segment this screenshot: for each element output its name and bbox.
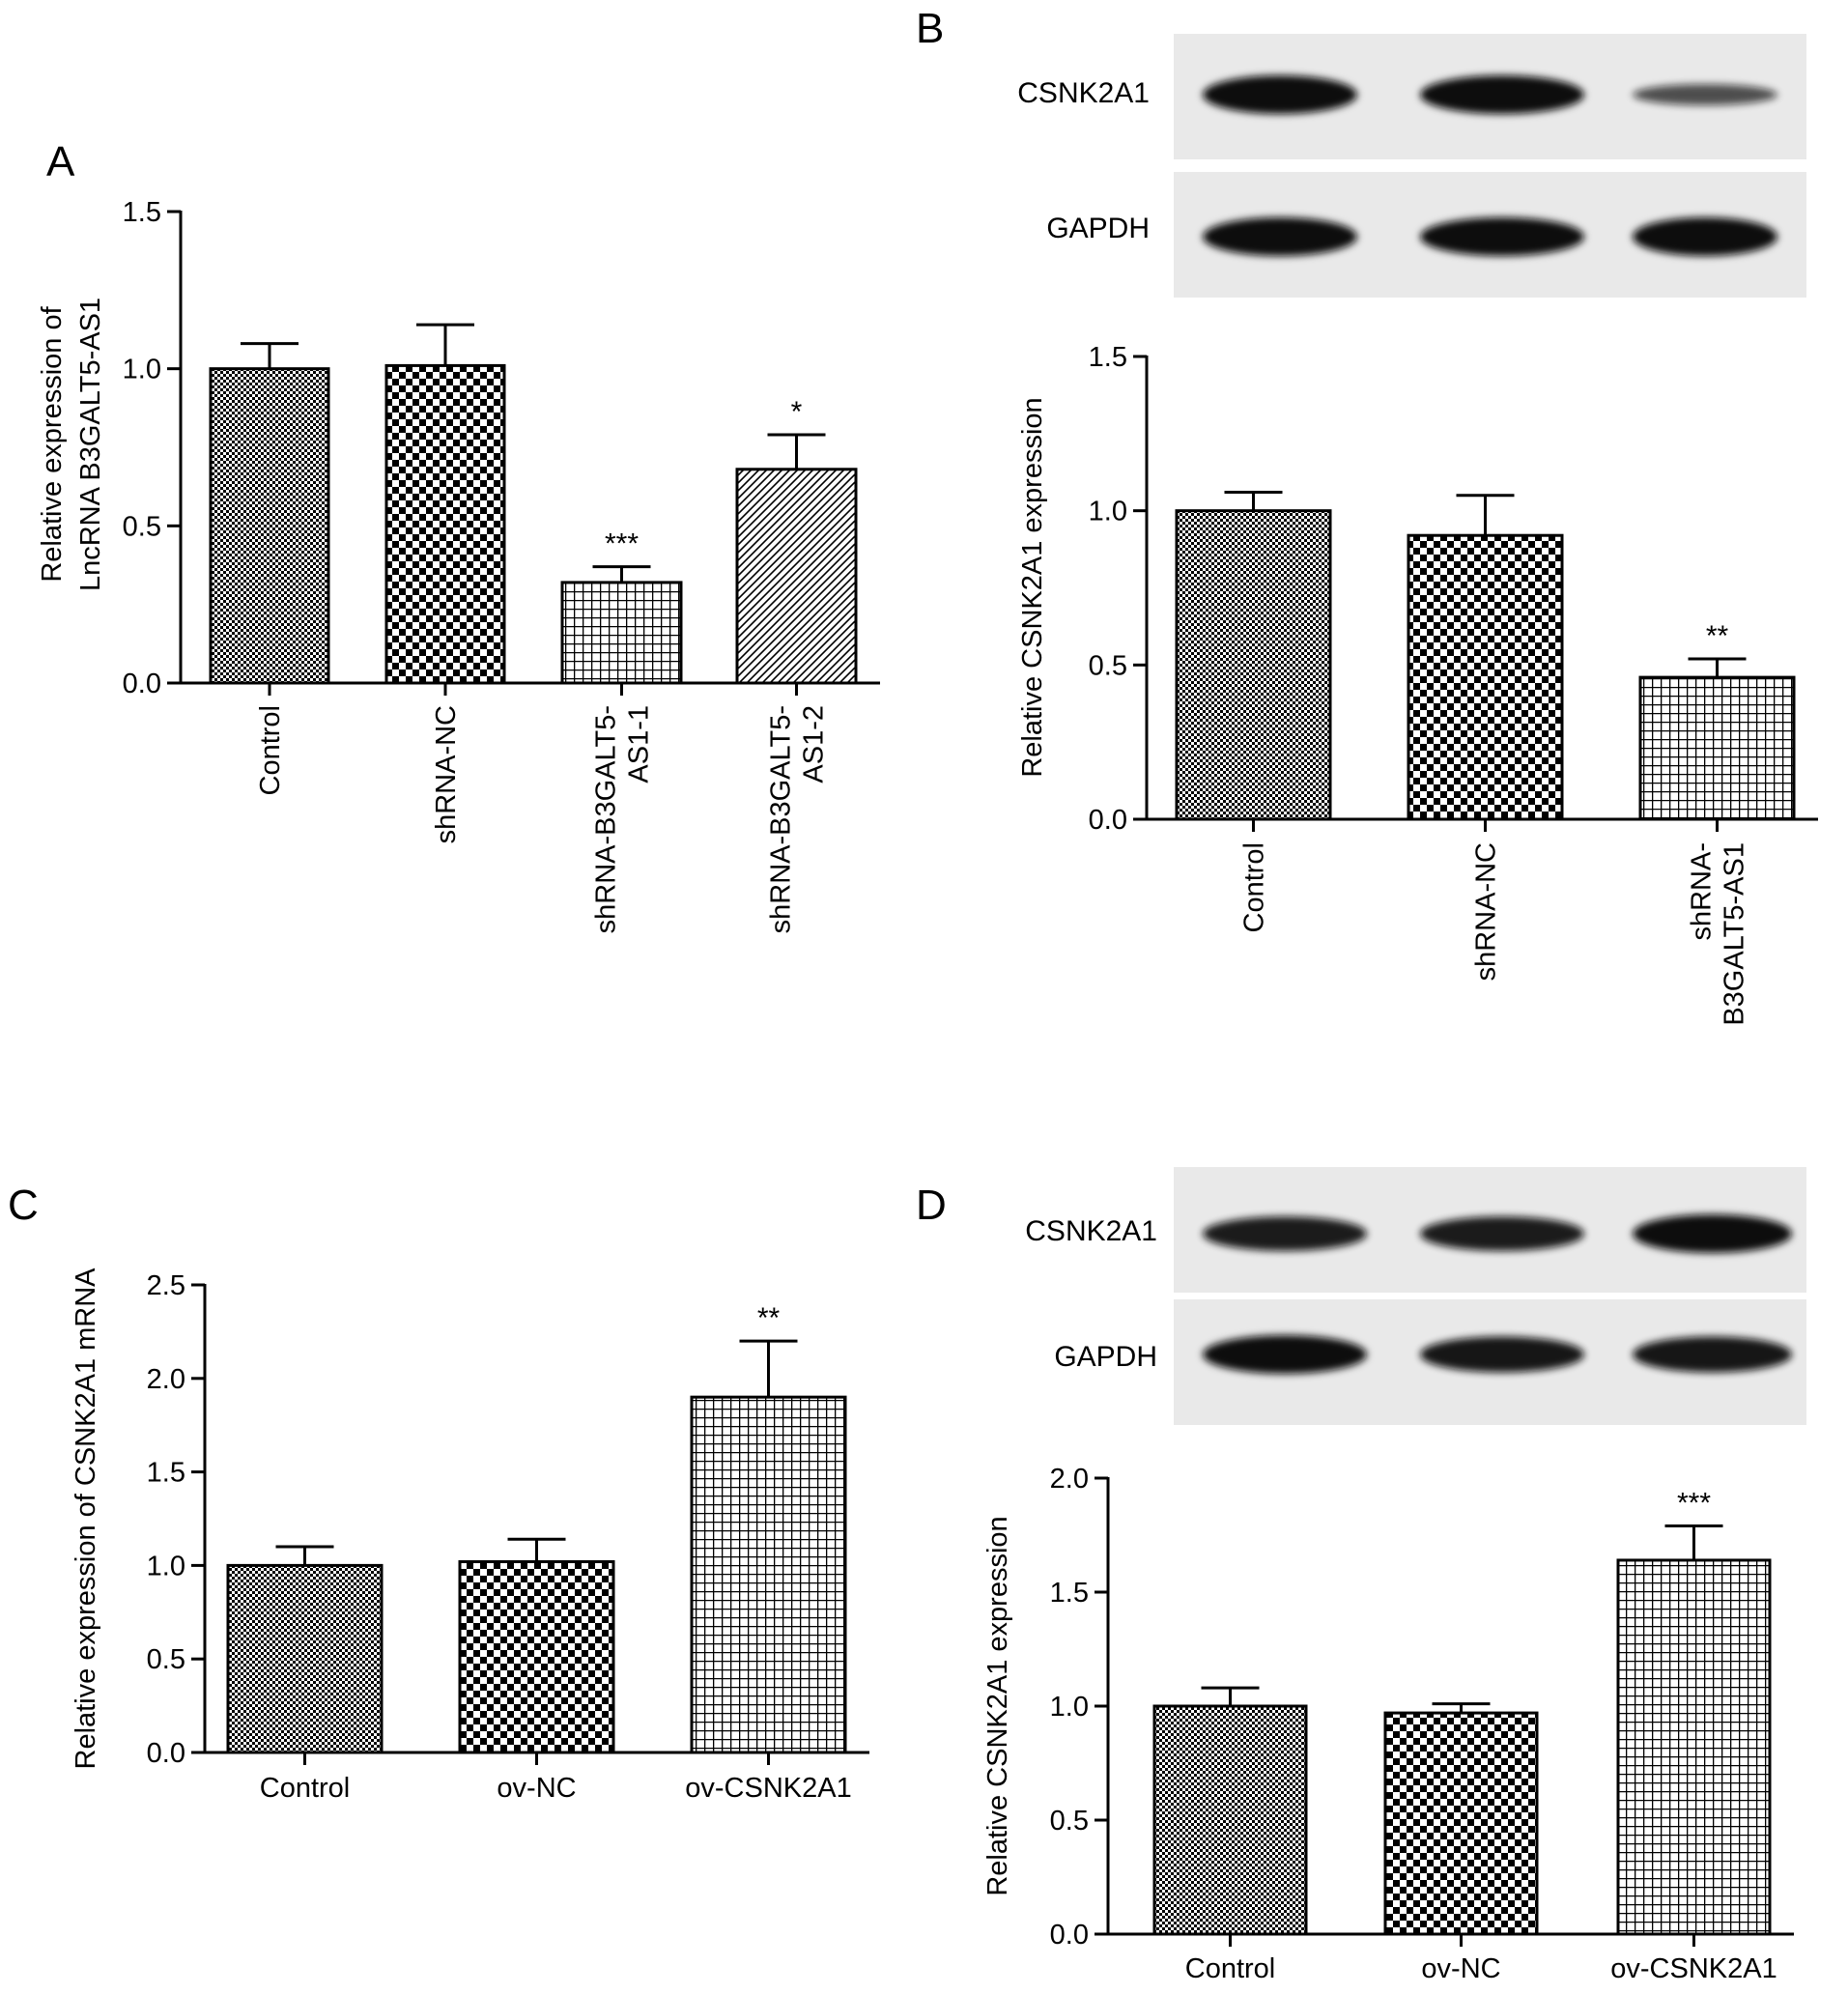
x-tick-label: ov-CSNK2A1 xyxy=(1610,1953,1777,1984)
bar xyxy=(226,1563,384,1754)
y-axis-label: LncRNA B3GALT5-AS1 xyxy=(75,298,106,591)
blot-band xyxy=(1203,217,1357,256)
significance-label: *** xyxy=(1677,1488,1711,1520)
y-tick-label: 1.5 xyxy=(147,1458,185,1489)
blot-band xyxy=(1420,75,1584,114)
x-tick-label: Control xyxy=(255,705,286,796)
blot-label-b-csnk2a1: CSNK2A1 xyxy=(1017,77,1150,109)
panel-letter-d: D xyxy=(916,1182,947,1229)
western-blot-b: CSNK2A1 GAPDH xyxy=(1017,34,1806,298)
blot-label-d-csnk2a1: CSNK2A1 xyxy=(1025,1215,1157,1247)
significance-label: ** xyxy=(1706,620,1729,652)
bar xyxy=(384,363,506,685)
panel-letter-a: A xyxy=(46,138,75,185)
y-tick-label: 1.0 xyxy=(1050,1692,1089,1723)
bar xyxy=(560,581,683,685)
y-tick-label: 0.0 xyxy=(123,669,161,699)
blot-band xyxy=(1633,1336,1792,1373)
x-tick-label: Control xyxy=(1185,1953,1276,1984)
blot-band xyxy=(1420,217,1584,256)
bar xyxy=(458,1560,615,1754)
blot-band xyxy=(1203,1335,1367,1374)
panel-letter-b: B xyxy=(916,5,944,52)
bar xyxy=(1638,675,1796,821)
bar-charts: 0.0 0.5 1.0 1.5 Relative expression of LncRNA… xyxy=(37,197,1818,1984)
y-tick-label: 0.0 xyxy=(147,1738,185,1769)
y-tick-label: 1.0 xyxy=(1089,497,1127,527)
y-tick-label: 0.0 xyxy=(1050,1920,1089,1951)
chart-panel-d: 0.0 0.5 1.0 1.5 2.0 Relative CSNK2A1 expressi… xyxy=(982,1464,1794,1984)
y-tick-label: 2.0 xyxy=(147,1364,185,1395)
blot-band xyxy=(1633,84,1777,105)
blot-band xyxy=(1420,1216,1584,1251)
x-tick-label: shRNA-NC xyxy=(431,705,462,843)
y-tick-label: 0.5 xyxy=(147,1644,185,1675)
western-blot-d: CSNK2A1 GAPDH xyxy=(1025,1167,1806,1425)
blot-bands-b xyxy=(1203,75,1777,256)
x-tick-label: Control xyxy=(260,1773,351,1804)
bar xyxy=(1407,533,1564,821)
x-tick-label: Control xyxy=(1239,842,1270,933)
x-tick-label: B3GALT5-AS1 xyxy=(1720,842,1750,1026)
bar xyxy=(1175,509,1332,821)
x-tick-label: shRNA- xyxy=(1687,842,1718,941)
chart-panel-c: 0.0 0.5 1.0 1.5 2.0 2.5 Relative expression of… xyxy=(71,1268,869,1804)
bar xyxy=(735,468,858,685)
x-tick-label: AS1-2 xyxy=(799,705,830,783)
panel-letter-c: C xyxy=(8,1182,39,1229)
blot-band xyxy=(1633,1214,1792,1253)
y-tick-label: 2.0 xyxy=(1050,1464,1089,1495)
bar xyxy=(1616,1558,1772,1936)
y-tick-label: 0.5 xyxy=(123,511,161,542)
blot-band xyxy=(1633,217,1777,256)
significance-label: *** xyxy=(605,528,639,560)
significance-label: ** xyxy=(757,1302,781,1334)
y-tick-label: 1.5 xyxy=(1089,342,1127,373)
bar xyxy=(209,367,330,685)
y-axis-label: Relative CSNK2A1 expression xyxy=(982,1516,1013,1895)
chart-panel-a: 0.0 0.5 1.0 1.5 Relative expression of LncRNA… xyxy=(37,197,880,933)
blot-bands-d xyxy=(1203,1214,1792,1374)
significance-label: * xyxy=(791,396,803,428)
blot-band xyxy=(1203,1216,1367,1251)
y-tick-label: 0.0 xyxy=(1089,805,1127,836)
y-axis-label: Relative expression of CSNK2A1 mRNA xyxy=(71,1268,101,1770)
bar xyxy=(1152,1704,1308,1936)
blot-band xyxy=(1203,75,1357,114)
y-tick-label: 2.5 xyxy=(147,1270,185,1301)
x-tick-label: AS1-1 xyxy=(624,705,655,783)
y-axis-label: Relative CSNK2A1 expression xyxy=(1017,397,1048,777)
blot-label-d-gapdh: GAPDH xyxy=(1054,1341,1157,1373)
bar xyxy=(1383,1711,1539,1936)
y-tick-label: 1.5 xyxy=(123,197,161,228)
bar xyxy=(690,1395,847,1754)
chart-panel-b: 0.0 0.5 1.0 1.5 Relative CSNK2A1 expression C… xyxy=(1017,342,1818,1026)
y-axis-label: Relative expression of xyxy=(37,305,68,582)
x-tick-label: ov-CSNK2A1 xyxy=(685,1773,851,1804)
x-tick-label: ov-NC xyxy=(497,1773,576,1804)
x-tick-label: shRNA-B3GALT5- xyxy=(591,705,622,933)
y-tick-label: 0.5 xyxy=(1089,650,1127,681)
x-tick-label: ov-NC xyxy=(1421,1953,1500,1984)
blot-label-b-gapdh: GAPDH xyxy=(1046,213,1150,244)
y-tick-label: 0.5 xyxy=(1050,1806,1089,1837)
y-tick-label: 1.5 xyxy=(1050,1578,1089,1609)
y-tick-label: 1.0 xyxy=(147,1551,185,1581)
y-tick-label: 1.0 xyxy=(123,355,161,385)
blot-band xyxy=(1420,1336,1584,1373)
x-tick-label: shRNA-B3GALT5- xyxy=(766,705,797,933)
x-tick-label: shRNA-NC xyxy=(1471,842,1502,981)
